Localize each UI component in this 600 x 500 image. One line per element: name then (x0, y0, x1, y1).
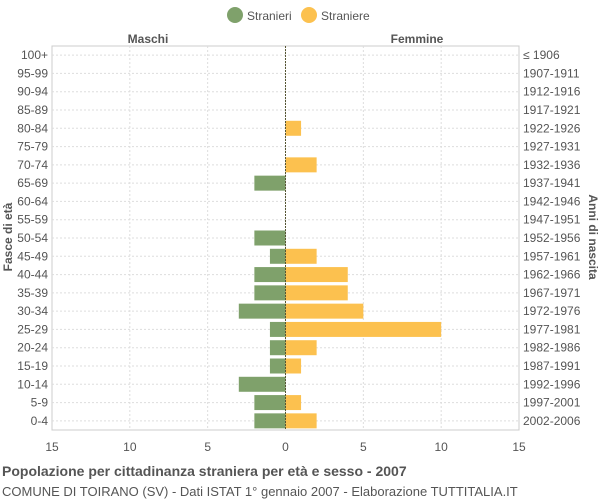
bar-straniere (285, 120, 302, 136)
birth-year-label: 2002-2006 (523, 414, 581, 428)
birth-year-label: 1982-1986 (523, 341, 581, 355)
birth-year-label: 1947-1951 (523, 213, 581, 227)
bar-stranieri (238, 303, 286, 319)
age-group-label: 85-89 (17, 103, 48, 117)
age-group-label: 50-54 (17, 231, 48, 245)
birth-year-label: 1932-1936 (523, 158, 581, 172)
birth-year-label: 1957-1961 (523, 249, 581, 263)
birth-year-label: 1967-1971 (523, 286, 581, 300)
bar-straniere (285, 157, 317, 173)
birth-year-label: 1962-1966 (523, 268, 581, 282)
maschi-header: Maschi (128, 32, 169, 46)
legend-swatch-straniere (301, 7, 317, 23)
x-tick-label: 5 (204, 440, 211, 454)
birth-year-label: 1987-1991 (523, 359, 581, 373)
birth-year-label: 1992-1996 (523, 377, 581, 391)
bar-stranieri (269, 248, 286, 264)
bar-stranieri (254, 230, 286, 246)
age-group-label: 45-49 (17, 249, 48, 263)
age-group-label: 80-84 (17, 121, 48, 135)
bar-stranieri (254, 175, 286, 191)
birth-year-label: 1927-1931 (523, 140, 581, 154)
age-group-label: 10-14 (17, 377, 48, 391)
bar-stranieri (254, 285, 286, 301)
bar-stranieri (238, 376, 286, 392)
birth-year-label: 1977-1981 (523, 322, 581, 336)
y-axis-title-left: Fasce di età (1, 202, 15, 271)
age-group-label: 35-39 (17, 286, 48, 300)
legend-label-stranieri: Stranieri (247, 9, 292, 23)
bar-stranieri (254, 395, 286, 411)
age-group-label: 55-59 (17, 213, 48, 227)
birth-year-label: 1942-1946 (523, 194, 581, 208)
bar-straniere (285, 413, 317, 429)
legend: Stranieri Straniere (227, 7, 370, 23)
age-group-label: 60-64 (17, 194, 48, 208)
birth-year-label: ≤ 1906 (523, 48, 560, 62)
birth-year-label: 1937-1941 (523, 176, 581, 190)
age-group-label: 0-4 (31, 414, 49, 428)
bars (238, 46, 442, 430)
bar-straniere (285, 248, 317, 264)
age-group-label: 65-69 (17, 176, 48, 190)
birth-year-label: 1952-1956 (523, 231, 581, 245)
chart-title: Popolazione per cittadinanza straniera p… (2, 463, 407, 479)
bar-straniere (285, 358, 302, 374)
x-tick-label: 15 (512, 440, 526, 454)
bar-straniere (285, 321, 442, 337)
age-group-label: 40-44 (17, 268, 48, 282)
age-group-label: 20-24 (17, 341, 48, 355)
birth-year-label: 1912-1916 (523, 85, 581, 99)
bar-straniere (285, 395, 302, 411)
birth-year-label: 1972-1976 (523, 304, 581, 318)
age-group-label: 70-74 (17, 158, 48, 172)
age-group-label: 100+ (21, 48, 48, 62)
bar-stranieri (269, 358, 286, 374)
birth-year-label: 1997-2001 (523, 396, 581, 410)
bar-stranieri (254, 413, 286, 429)
x-tick-label: 10 (434, 440, 448, 454)
x-tick-label: 0 (282, 440, 289, 454)
bar-straniere (285, 267, 348, 283)
age-group-label: 25-29 (17, 322, 48, 336)
age-group-label: 95-99 (17, 66, 48, 80)
y-axis-title-right: Anni di nascita (586, 194, 600, 280)
x-tick-label: 10 (123, 440, 137, 454)
chart-subtitle: COMUNE DI TOIRANO (SV) - Dati ISTAT 1° g… (2, 484, 518, 499)
bar-straniere (285, 285, 348, 301)
age-group-label: 75-79 (17, 140, 48, 154)
age-group-label: 5-9 (31, 396, 49, 410)
age-group-label: 15-19 (17, 359, 48, 373)
labels: 15 10 5 0 5 10 15 100+ ≤ 1906 95-99 1907-1911 90-94… (17, 48, 580, 454)
x-tick-label: 5 (360, 440, 367, 454)
age-group-label: 30-34 (17, 304, 48, 318)
x-tick-label: 15 (45, 440, 59, 454)
bar-straniere (285, 340, 317, 356)
bar-stranieri (269, 340, 286, 356)
legend-swatch-stranieri (227, 7, 243, 23)
bar-stranieri (254, 267, 286, 283)
bar-straniere (285, 303, 364, 319)
age-group-label: 90-94 (17, 85, 48, 99)
birth-year-label: 1917-1921 (523, 103, 581, 117)
birth-year-label: 1907-1911 (523, 66, 580, 80)
femmine-header: Femmine (391, 32, 444, 46)
birth-year-label: 1922-1926 (523, 121, 581, 135)
legend-label-straniere: Straniere (321, 9, 370, 23)
bar-stranieri (269, 321, 286, 337)
